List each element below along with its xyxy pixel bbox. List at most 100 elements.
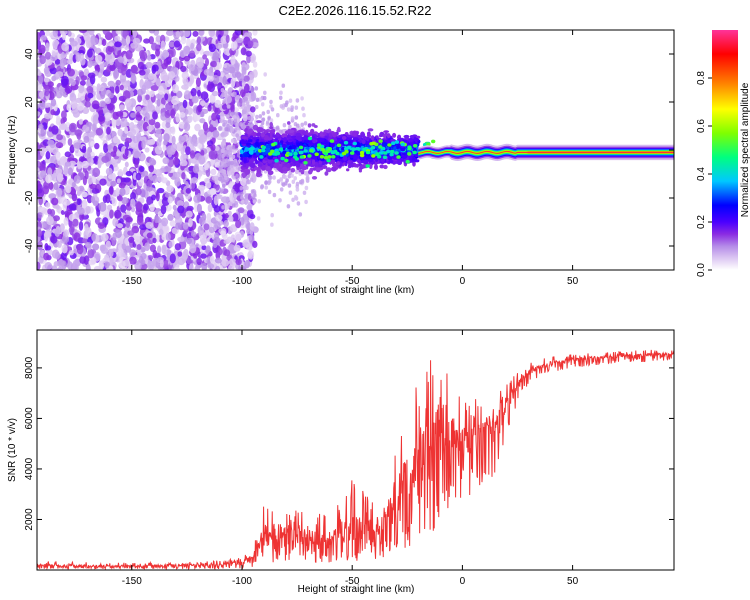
noise-cell [109, 256, 114, 266]
noise-cell [152, 249, 158, 259]
noise-cell [130, 192, 137, 201]
noise-cell [124, 147, 129, 157]
halo-cell [284, 102, 288, 108]
halo-cell [253, 193, 257, 198]
spectrogram-heatmap [37, 30, 674, 270]
halo-cell [266, 109, 271, 115]
noise-cell [84, 100, 91, 108]
halo-cell [296, 123, 300, 128]
noise-cell [152, 237, 157, 244]
noise-cell [162, 259, 169, 269]
noise-cell [55, 168, 63, 175]
halo-cell [278, 95, 283, 101]
noise-cell [125, 216, 133, 223]
halo-cell [285, 178, 289, 183]
band-cell [256, 132, 262, 137]
noise-cell [202, 54, 208, 60]
noise-cell [76, 132, 82, 140]
noise-cell [108, 186, 114, 194]
halo-cell [304, 185, 309, 191]
band-cell [379, 164, 385, 169]
noise-cell [149, 90, 155, 98]
noise-cell [162, 157, 170, 165]
noise-cell [155, 234, 160, 243]
noise-cell [157, 187, 165, 194]
halo-cell [233, 139, 238, 144]
halo-cell [223, 63, 227, 69]
noise-cell [117, 195, 123, 202]
noise-cell [167, 196, 173, 204]
noise-cell [179, 30, 184, 37]
band-cell [267, 170, 274, 176]
noise-cell [108, 248, 114, 258]
noise-cell [39, 101, 46, 110]
noise-cell [67, 167, 74, 176]
noise-cell [185, 188, 192, 194]
noise-cell [47, 139, 55, 146]
noise-cell [92, 114, 100, 125]
noise-cell [54, 228, 60, 237]
noise-cell [39, 147, 47, 153]
noise-cell [154, 121, 161, 129]
noise-cell [164, 93, 169, 101]
noise-cell [132, 30, 138, 39]
noise-cell [125, 245, 132, 253]
noise-cell [167, 213, 174, 221]
noise-cell [211, 231, 216, 240]
noise-cell [194, 123, 201, 132]
noise-cell [84, 170, 89, 180]
noise-cell [49, 54, 58, 61]
noise-cell [210, 168, 217, 176]
noise-cell [185, 210, 193, 218]
halo-cell [268, 175, 273, 180]
noise-cell [211, 90, 219, 97]
halo-cell [226, 104, 231, 109]
halo-cell [232, 114, 237, 120]
halo-cell [288, 124, 292, 129]
noise-cell [158, 229, 164, 236]
noise-cell [243, 75, 250, 82]
noise-cell [75, 186, 81, 192]
noise-cell [186, 38, 192, 48]
noise-cell [69, 203, 77, 211]
noise-cell [96, 207, 101, 217]
noise-cell [188, 64, 195, 72]
noise-cell [220, 230, 226, 236]
noise-cell [181, 84, 189, 90]
noise-cell [136, 244, 142, 250]
noise-cell [77, 161, 83, 169]
noise-cell [220, 196, 229, 203]
noise-cell [207, 104, 212, 112]
noise-cell [147, 139, 154, 146]
halo-cell [220, 88, 225, 93]
noise-cell [182, 222, 189, 230]
noise-cell [100, 76, 108, 83]
noise-cell [37, 71, 42, 77]
halo-cell [241, 98, 246, 104]
noise-cell [100, 233, 109, 242]
noise-cell [189, 244, 197, 254]
noise-cell [163, 89, 170, 95]
noise-cell [65, 185, 72, 194]
noise-cell [177, 205, 185, 214]
noise-cell [160, 53, 167, 60]
noise-cell [168, 71, 176, 80]
noise-cell [169, 253, 176, 264]
noise-cell [160, 71, 168, 82]
noise-cell [172, 157, 179, 166]
noise-cell [196, 257, 202, 266]
halo-cell [304, 170, 309, 176]
noise-cell [168, 41, 176, 48]
noise-cell [112, 111, 119, 120]
noise-cell [186, 237, 192, 245]
noise-cell [234, 63, 240, 72]
halo-cell [258, 97, 262, 102]
noise-cell [103, 143, 109, 154]
halo-cell [291, 179, 296, 184]
halo-cell [298, 212, 303, 217]
noise-cell [56, 115, 61, 123]
noise-cell [107, 144, 112, 151]
halo-cell [244, 97, 248, 102]
noise-cell [222, 75, 227, 86]
